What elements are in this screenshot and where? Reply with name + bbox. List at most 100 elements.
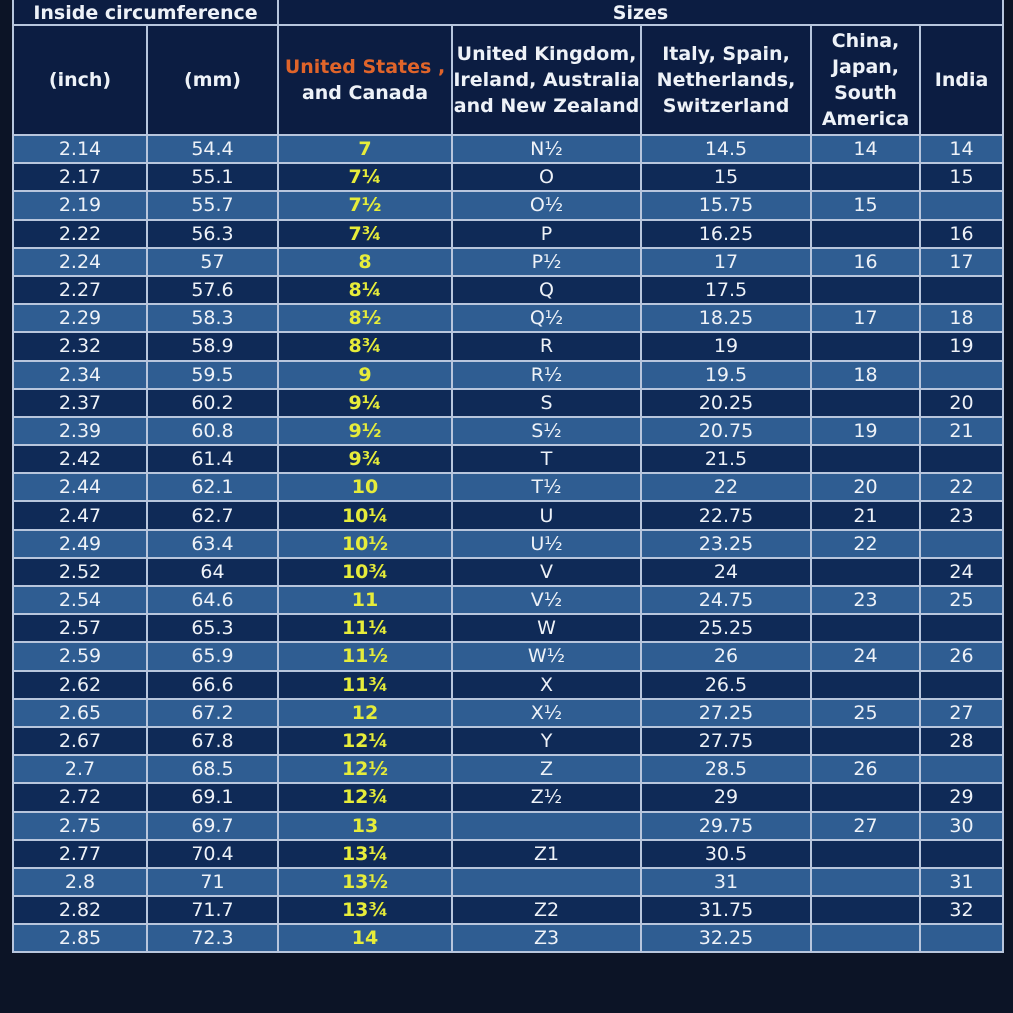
cell-india: 21 [918, 415, 1005, 447]
table-row: 2.22 56.3 7¾ P 16.25 16 [12, 218, 1005, 249]
cell-uk: X [451, 669, 642, 700]
cell-us: 13¼ [277, 838, 453, 869]
cell-uk [451, 810, 642, 841]
cell-us: 14 [277, 923, 453, 954]
table-row: 2.85 72.3 14 Z3 32.25 [12, 923, 1005, 954]
cell-uk: Q½ [451, 303, 642, 334]
cell-inch: 2.37 [12, 387, 148, 418]
cell-india: 28 [918, 725, 1005, 757]
cell-eu: 17 [640, 246, 812, 277]
cell-eu: 22.75 [640, 500, 812, 531]
cell-inch: 2.19 [12, 190, 148, 221]
cell-us: 8¼ [277, 274, 453, 306]
table-row: 2.32 58.9 8¾ R 19 19 [12, 331, 1005, 362]
table-row: 2.59 65.9 11½ W½ 26 24 26 [12, 641, 1005, 672]
cell-eu: 19 [640, 331, 812, 362]
cell-us: 8½ [277, 303, 453, 334]
cell-eu: 29 [640, 782, 812, 813]
cell-eu: 30.5 [640, 838, 812, 869]
cell-us: 7 [277, 133, 453, 165]
column-header-eu: Italy, Spain, Netherlands, Switzerland [640, 24, 812, 136]
cell-inch: 2.22 [12, 218, 148, 249]
table-row: 2.47 62.7 10¼ U 22.75 21 23 [12, 500, 1005, 531]
cell-india [918, 190, 1005, 221]
cell-eu: 24.75 [640, 584, 812, 616]
cell-india [918, 359, 1005, 390]
cell-india [918, 923, 1005, 954]
cell-asia [810, 162, 921, 193]
cell-asia [810, 669, 921, 700]
cell-eu: 26.5 [640, 669, 812, 700]
cell-asia: 22 [810, 528, 921, 559]
table-row: 2.82 71.7 13¾ Z2 31.75 32 [12, 895, 1005, 926]
cell-india [918, 754, 1005, 785]
cell-eu: 27.75 [640, 725, 812, 757]
table-row: 2.49 63.4 10½ U½ 23.25 22 [12, 528, 1005, 559]
cell-us: 12¼ [277, 725, 453, 757]
cell-inch: 2.85 [12, 923, 148, 954]
cell-us: 10 [277, 472, 453, 503]
cell-inch: 2.27 [12, 274, 148, 306]
table-row: 2.8 71 13½ 31 31 [12, 866, 1005, 898]
column-header-us-line1: United States , [284, 56, 446, 78]
cell-india: 30 [918, 810, 1005, 841]
cell-us: 7¼ [277, 162, 453, 193]
cell-mm: 57.6 [146, 274, 279, 306]
cell-uk: S [451, 387, 642, 418]
cell-inch: 2.29 [12, 303, 148, 334]
cell-inch: 2.75 [12, 810, 148, 841]
cell-us: 11¾ [277, 669, 453, 700]
cell-mm: 56.3 [146, 218, 279, 249]
cell-asia [810, 782, 921, 813]
cell-us: 9¼ [277, 387, 453, 418]
group-header-sizes: Sizes [276, 0, 1005, 26]
cell-india: 20 [918, 387, 1005, 418]
cell-eu: 23.25 [640, 528, 812, 559]
cell-mm: 64.6 [146, 584, 279, 616]
cell-uk: T [451, 444, 642, 475]
table-row: 2.65 67.2 12 X½ 27.25 25 27 [12, 697, 1005, 728]
cell-asia [810, 218, 921, 249]
cell-mm: 71 [146, 866, 279, 898]
cell-uk: V½ [451, 584, 642, 616]
cell-uk: Q [451, 274, 642, 306]
column-header-uk: United Kingdom, Ireland, Australia and N… [451, 24, 642, 136]
table-row: 2.54 64.6 11 V½ 24.75 23 25 [12, 584, 1005, 616]
cell-inch: 2.54 [12, 584, 148, 616]
cell-us: 12 [277, 697, 453, 728]
cell-mm: 64 [146, 556, 279, 588]
cell-mm: 54.4 [146, 133, 279, 165]
cell-mm: 60.8 [146, 415, 279, 447]
table-row: 2.34 59.5 9 R½ 19.5 18 [12, 359, 1005, 390]
cell-mm: 61.4 [146, 444, 279, 475]
cell-mm: 62.1 [146, 472, 279, 503]
cell-mm: 59.5 [146, 359, 279, 390]
cell-uk: O½ [451, 190, 642, 221]
cell-mm: 67.8 [146, 725, 279, 757]
cell-uk: X½ [451, 697, 642, 728]
cell-india [918, 528, 1005, 559]
cell-eu: 29.75 [640, 810, 812, 841]
table-row: 2.57 65.3 11¼ W 25.25 [12, 613, 1005, 644]
cell-inch: 2.8 [12, 866, 148, 898]
cell-asia [810, 866, 921, 898]
cell-asia: 23 [810, 584, 921, 616]
cell-india: 16 [918, 218, 1005, 249]
cell-inch: 2.62 [12, 669, 148, 700]
table-row: 2.44 62.1 10 T½ 22 20 22 [12, 472, 1005, 503]
cell-asia [810, 387, 921, 418]
cell-asia [810, 895, 921, 926]
cell-uk: R [451, 331, 642, 362]
cell-uk: O [451, 162, 642, 193]
cell-us: 10½ [277, 528, 453, 559]
cell-inch: 2.57 [12, 613, 148, 644]
cell-eu: 20.25 [640, 387, 812, 418]
cell-asia [810, 613, 921, 644]
cell-inch: 2.44 [12, 472, 148, 503]
cell-inch: 2.52 [12, 556, 148, 588]
cell-us: 8 [277, 246, 453, 277]
cell-india: 18 [918, 303, 1005, 334]
cell-mm: 68.5 [146, 754, 279, 785]
cell-uk: Z½ [451, 782, 642, 813]
cell-us: 10¾ [277, 556, 453, 588]
